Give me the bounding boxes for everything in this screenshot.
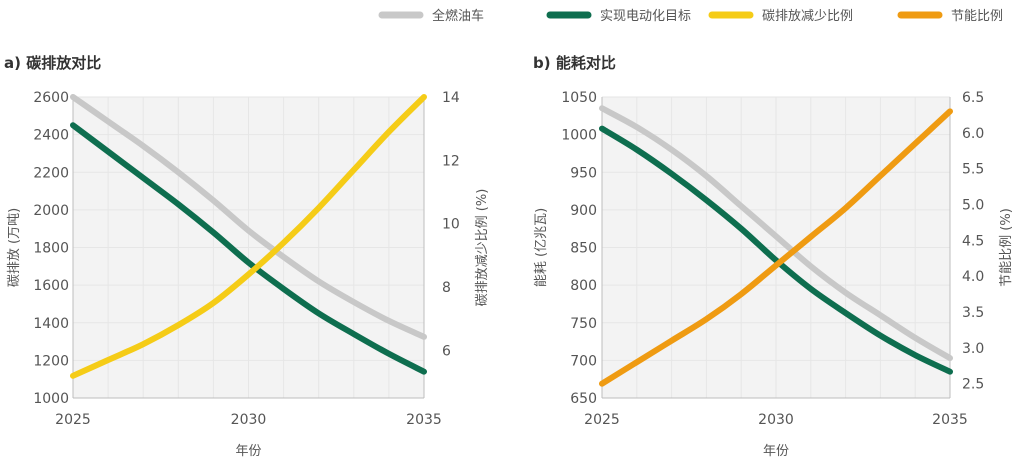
panel-a: a) 碳排放对比 1000 1200 1400 1600 1800 2000 2200 2400… [4, 54, 490, 459]
y-tick-label: 700 [570, 353, 597, 369]
legend-label-3: 节能比例 [951, 9, 1003, 24]
y2-tick-label: 6.0 [962, 126, 984, 142]
legend-label-0: 全燃油车 [432, 8, 484, 24]
y-tick-label: 1000 [561, 128, 597, 144]
panel-b: b) 能耗对比 650 700 750 800 850 900 950 1000 1050 2.5 3… [533, 54, 1014, 459]
panel-title: b) 能耗对比 [533, 54, 616, 72]
y2-tick-label: 8 [442, 280, 451, 296]
y2-tick-label: 12 [442, 153, 460, 169]
x-tick-label: 2025 [584, 412, 620, 428]
x-tick-label: 2030 [758, 412, 794, 428]
y-tick-label: 2600 [33, 90, 69, 106]
y2-tick-label: 14 [442, 90, 460, 106]
series-line-1 [70, 122, 427, 375]
y-tick-label: 800 [570, 278, 597, 294]
series-line-2 [599, 108, 953, 387]
y-tick-label: 2400 [33, 128, 69, 144]
y2-tick-label: 4.5 [962, 233, 984, 249]
y2-tick-label: 5.0 [962, 198, 984, 214]
y2-axis-label: 碳排放减少比例 (%) [475, 189, 490, 307]
y-tick-label: 2200 [33, 165, 69, 181]
y2-tick-label: 6.5 [962, 90, 984, 106]
y-tick-label: 2000 [33, 203, 69, 219]
y-tick-label: 1050 [561, 90, 597, 106]
x-tick-label: 2025 [55, 412, 91, 428]
y2-tick-label: 2.5 [962, 377, 984, 393]
y2-tick-label: 5.5 [962, 162, 984, 178]
y-tick-label: 1400 [33, 316, 69, 332]
y-tick-label: 1000 [33, 391, 69, 407]
x-tick-label: 2035 [406, 412, 442, 428]
y-tick-label: 900 [570, 203, 597, 219]
x-axis-label: 年份 [235, 444, 261, 459]
series-line-1 [599, 125, 953, 375]
y2-tick-label: 6 [442, 343, 451, 359]
y2-axis-label: 节能比例 (%) [999, 208, 1014, 287]
series-line-0 [599, 105, 953, 362]
y-tick-label: 850 [570, 241, 597, 257]
y2-tick-label: 10 [442, 217, 460, 233]
series-line-2 [70, 94, 427, 379]
y2-tick-label: 4.0 [962, 269, 984, 285]
y-axis-label: 能耗 (亿兆瓦) [534, 208, 549, 287]
x-tick-label: 2035 [932, 412, 968, 428]
legend: 全燃油车 实现电动化目标 碳排放减少比例 节能比例 [378, 8, 1003, 24]
x-axis-label: 年份 [763, 444, 789, 459]
x-tick-label: 2030 [231, 412, 267, 428]
y-tick-label: 1600 [33, 278, 69, 294]
series-line-0 [70, 94, 427, 340]
y2-tick-label: 3.5 [962, 305, 984, 321]
panel-title: a) 碳排放对比 [4, 54, 101, 72]
y-tick-label: 650 [570, 391, 597, 407]
legend-label-1: 实现电动化目标 [600, 9, 691, 24]
y2-tick-label: 3.0 [962, 341, 984, 357]
y-axis-label: 碳排放 (万吨) [7, 208, 22, 287]
legend-label-2: 碳排放减少比例 [762, 9, 853, 24]
y-tick-label: 1800 [33, 241, 69, 257]
y-tick-label: 750 [570, 316, 597, 332]
y-tick-label: 950 [570, 165, 597, 181]
y-tick-label: 1200 [33, 353, 69, 369]
